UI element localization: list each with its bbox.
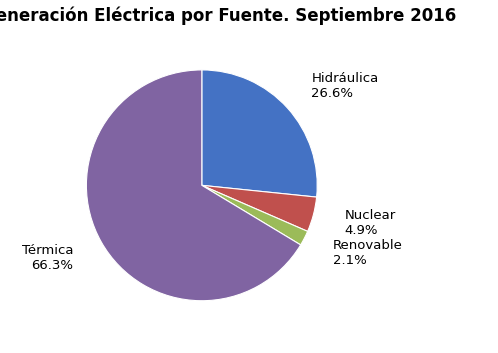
Text: Térmica
66.3%: Térmica 66.3% [22,244,73,272]
Text: Renovable
2.1%: Renovable 2.1% [333,239,403,267]
Wedge shape [202,185,317,231]
Text: Nuclear
4.9%: Nuclear 4.9% [345,209,396,237]
Wedge shape [202,185,308,245]
Title: Generación Eléctrica por Fuente. Septiembre 2016: Generación Eléctrica por Fuente. Septiem… [0,7,456,25]
Text: Hidráulica
26.6%: Hidráulica 26.6% [311,72,378,100]
Wedge shape [202,70,317,197]
Wedge shape [87,70,301,301]
